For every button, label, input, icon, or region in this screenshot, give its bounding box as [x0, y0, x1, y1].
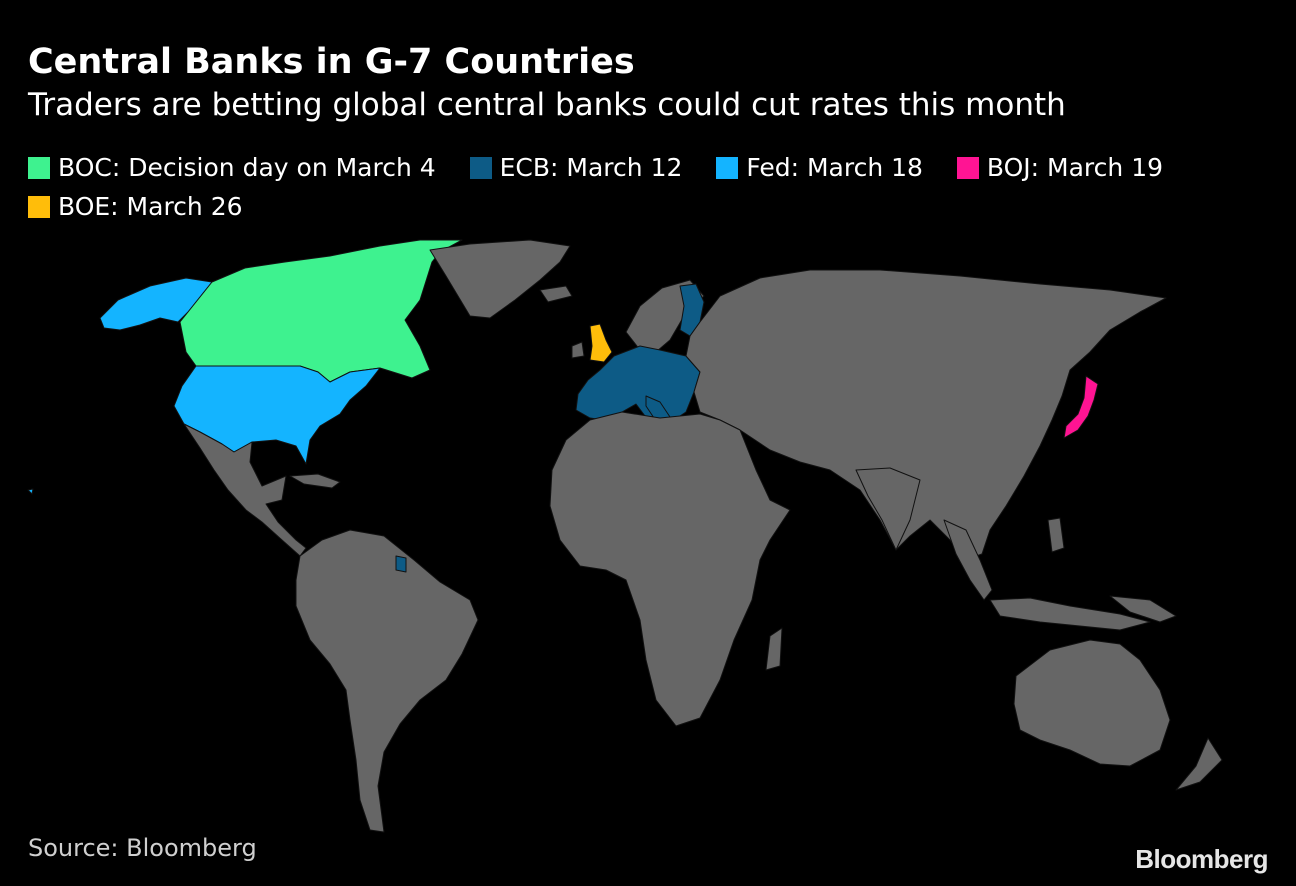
source-note: Source: Bloomberg	[28, 834, 257, 862]
iceland	[539, 285, 573, 303]
legend-label-boj: BOJ: March 19	[986, 153, 1164, 182]
japan	[1063, 375, 1099, 439]
mexico	[183, 423, 307, 557]
legend-item-boe: BOE: March 26	[28, 189, 243, 225]
alaska	[99, 277, 213, 331]
africa	[549, 411, 791, 727]
bloomberg-logo: Bloomberg	[1135, 844, 1268, 874]
chart-title: Central Banks in G-7 Countries	[28, 42, 635, 82]
legend-item-boj: BOJ: March 19	[956, 150, 1164, 186]
canada	[179, 239, 463, 383]
french-guiana	[395, 555, 407, 573]
south-america	[295, 529, 479, 833]
india	[855, 467, 921, 551]
legend-swatch-ecb	[469, 157, 492, 179]
legend-item-fed: Fed: March 18	[716, 150, 923, 186]
legend-item-ecb: ECB: March 12	[469, 150, 683, 186]
hawaii	[27, 488, 34, 495]
ireland	[571, 341, 585, 359]
world-map	[27, 239, 1223, 833]
australia	[1013, 639, 1171, 767]
united-kingdom	[589, 323, 613, 363]
legend-item-boc: BOC: Decision day on March 4	[28, 150, 436, 186]
legend-swatch-boe	[28, 196, 50, 218]
philippines	[1047, 517, 1065, 553]
indonesia	[989, 597, 1151, 631]
madagascar	[765, 627, 783, 671]
legend-swatch-fed	[716, 157, 739, 179]
legend-label-fed: Fed: March 18	[746, 153, 923, 182]
legend-swatch-boc	[28, 157, 50, 179]
southeast-asia	[943, 519, 993, 601]
caribbean	[289, 473, 341, 489]
new-guinea	[1109, 595, 1177, 623]
greenland	[429, 239, 571, 319]
legend-label-ecb: ECB: March 12	[499, 153, 683, 182]
chart-subtitle: Traders are betting global central banks…	[28, 87, 1066, 123]
legend-swatch-boj	[956, 157, 979, 179]
new-zealand	[1175, 737, 1223, 791]
legend: BOC: Decision day on March 4 ECB: March …	[28, 150, 1258, 228]
legend-label-boe: BOE: March 26	[58, 192, 243, 221]
legend-label-boc: BOC: Decision day on March 4	[58, 153, 436, 182]
